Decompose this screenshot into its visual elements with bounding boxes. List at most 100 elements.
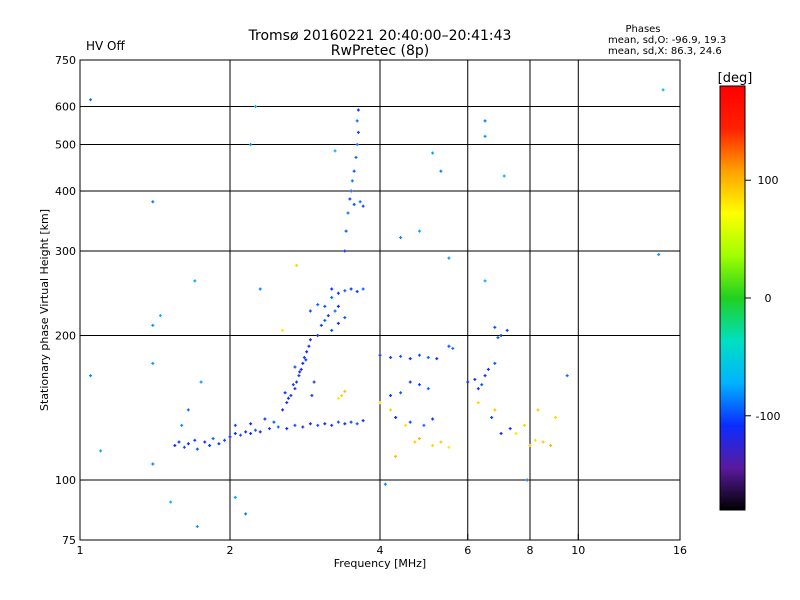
series-group — [281, 338, 316, 412]
data-point — [208, 444, 212, 448]
data-point — [217, 442, 221, 446]
data-point — [399, 354, 403, 358]
data-point — [358, 200, 362, 204]
data-point — [483, 374, 487, 378]
data-point — [244, 512, 248, 516]
data-point — [333, 309, 337, 313]
data-point — [536, 408, 540, 412]
data-point — [336, 420, 340, 424]
data-point — [355, 143, 359, 147]
data-point — [173, 444, 177, 448]
data-point — [308, 422, 312, 426]
data-point — [447, 445, 451, 449]
data-point — [499, 334, 503, 338]
data-point — [343, 289, 347, 293]
data-point — [158, 314, 162, 318]
data-point — [301, 361, 305, 365]
data-point — [276, 425, 280, 429]
x-tick-label: 4 — [377, 544, 384, 557]
data-point — [333, 149, 337, 153]
data-point — [293, 423, 297, 427]
colorbar-label: [deg] — [718, 71, 753, 86]
data-point — [451, 346, 455, 350]
data-point — [199, 380, 203, 384]
data-point — [490, 415, 494, 419]
data-point — [483, 279, 487, 283]
colorbar-tick-label: 0 — [765, 292, 772, 305]
data-point — [356, 108, 360, 112]
data-point — [195, 525, 199, 529]
data-point — [336, 396, 340, 400]
data-point — [258, 430, 262, 434]
data-point — [151, 200, 155, 204]
y-tick-label: 600 — [55, 101, 76, 114]
data-point — [89, 374, 93, 378]
y-tick-label: 300 — [55, 245, 76, 258]
data-point — [361, 419, 365, 423]
data-point — [553, 415, 557, 419]
data-point — [295, 380, 299, 384]
data-point — [508, 427, 512, 431]
series-group — [466, 325, 512, 436]
data-point — [356, 130, 360, 134]
data-point — [483, 134, 487, 138]
data-point — [319, 323, 323, 327]
data-point — [244, 430, 248, 434]
data-point — [249, 143, 253, 147]
data-point — [193, 438, 197, 442]
data-point — [473, 377, 477, 381]
data-point — [355, 422, 359, 426]
data-point — [383, 482, 387, 486]
data-point — [493, 408, 497, 412]
phases-heading: Phases — [625, 24, 660, 35]
colorbar — [719, 85, 746, 511]
y-tick-label: 200 — [55, 330, 76, 343]
data-point — [403, 423, 407, 427]
data-point — [186, 408, 190, 412]
data-point — [316, 334, 320, 338]
series-group — [378, 344, 455, 427]
data-point — [299, 367, 303, 371]
data-point — [399, 391, 403, 395]
data-point — [263, 417, 267, 421]
data-point — [344, 229, 348, 233]
data-point — [502, 174, 506, 178]
data-point — [476, 387, 480, 391]
colorbar-tick-label: -100 — [756, 410, 781, 423]
data-point — [330, 328, 334, 332]
data-point — [426, 355, 430, 359]
data-point — [352, 202, 356, 206]
data-point — [253, 105, 257, 109]
data-point — [312, 380, 316, 384]
data-point — [193, 279, 197, 283]
phases-mean-x: mean, sd,X: 86.3, 24.6 — [608, 46, 722, 57]
data-point — [350, 179, 354, 183]
data-point — [661, 88, 665, 92]
data-point — [352, 169, 356, 173]
data-point — [355, 119, 359, 123]
data-point — [343, 422, 347, 426]
data-point — [496, 336, 500, 340]
data-point — [439, 169, 443, 173]
data-point — [301, 425, 305, 429]
data-point — [480, 383, 484, 387]
data-point — [541, 440, 545, 444]
data-point — [523, 423, 527, 427]
data-point — [151, 361, 155, 365]
data-point — [486, 367, 490, 371]
data-point — [447, 256, 451, 260]
data-point — [267, 427, 271, 431]
data-point — [435, 357, 439, 361]
data-point — [378, 401, 382, 405]
data-point — [310, 394, 314, 398]
data-point — [223, 438, 227, 442]
data-point — [272, 420, 276, 424]
data-point — [389, 355, 393, 359]
data-point — [361, 287, 365, 291]
data-point — [295, 263, 299, 267]
data-point — [466, 380, 470, 384]
data-point — [228, 435, 232, 439]
data-point — [399, 236, 403, 240]
data-point — [417, 437, 421, 441]
data-point — [340, 394, 344, 398]
